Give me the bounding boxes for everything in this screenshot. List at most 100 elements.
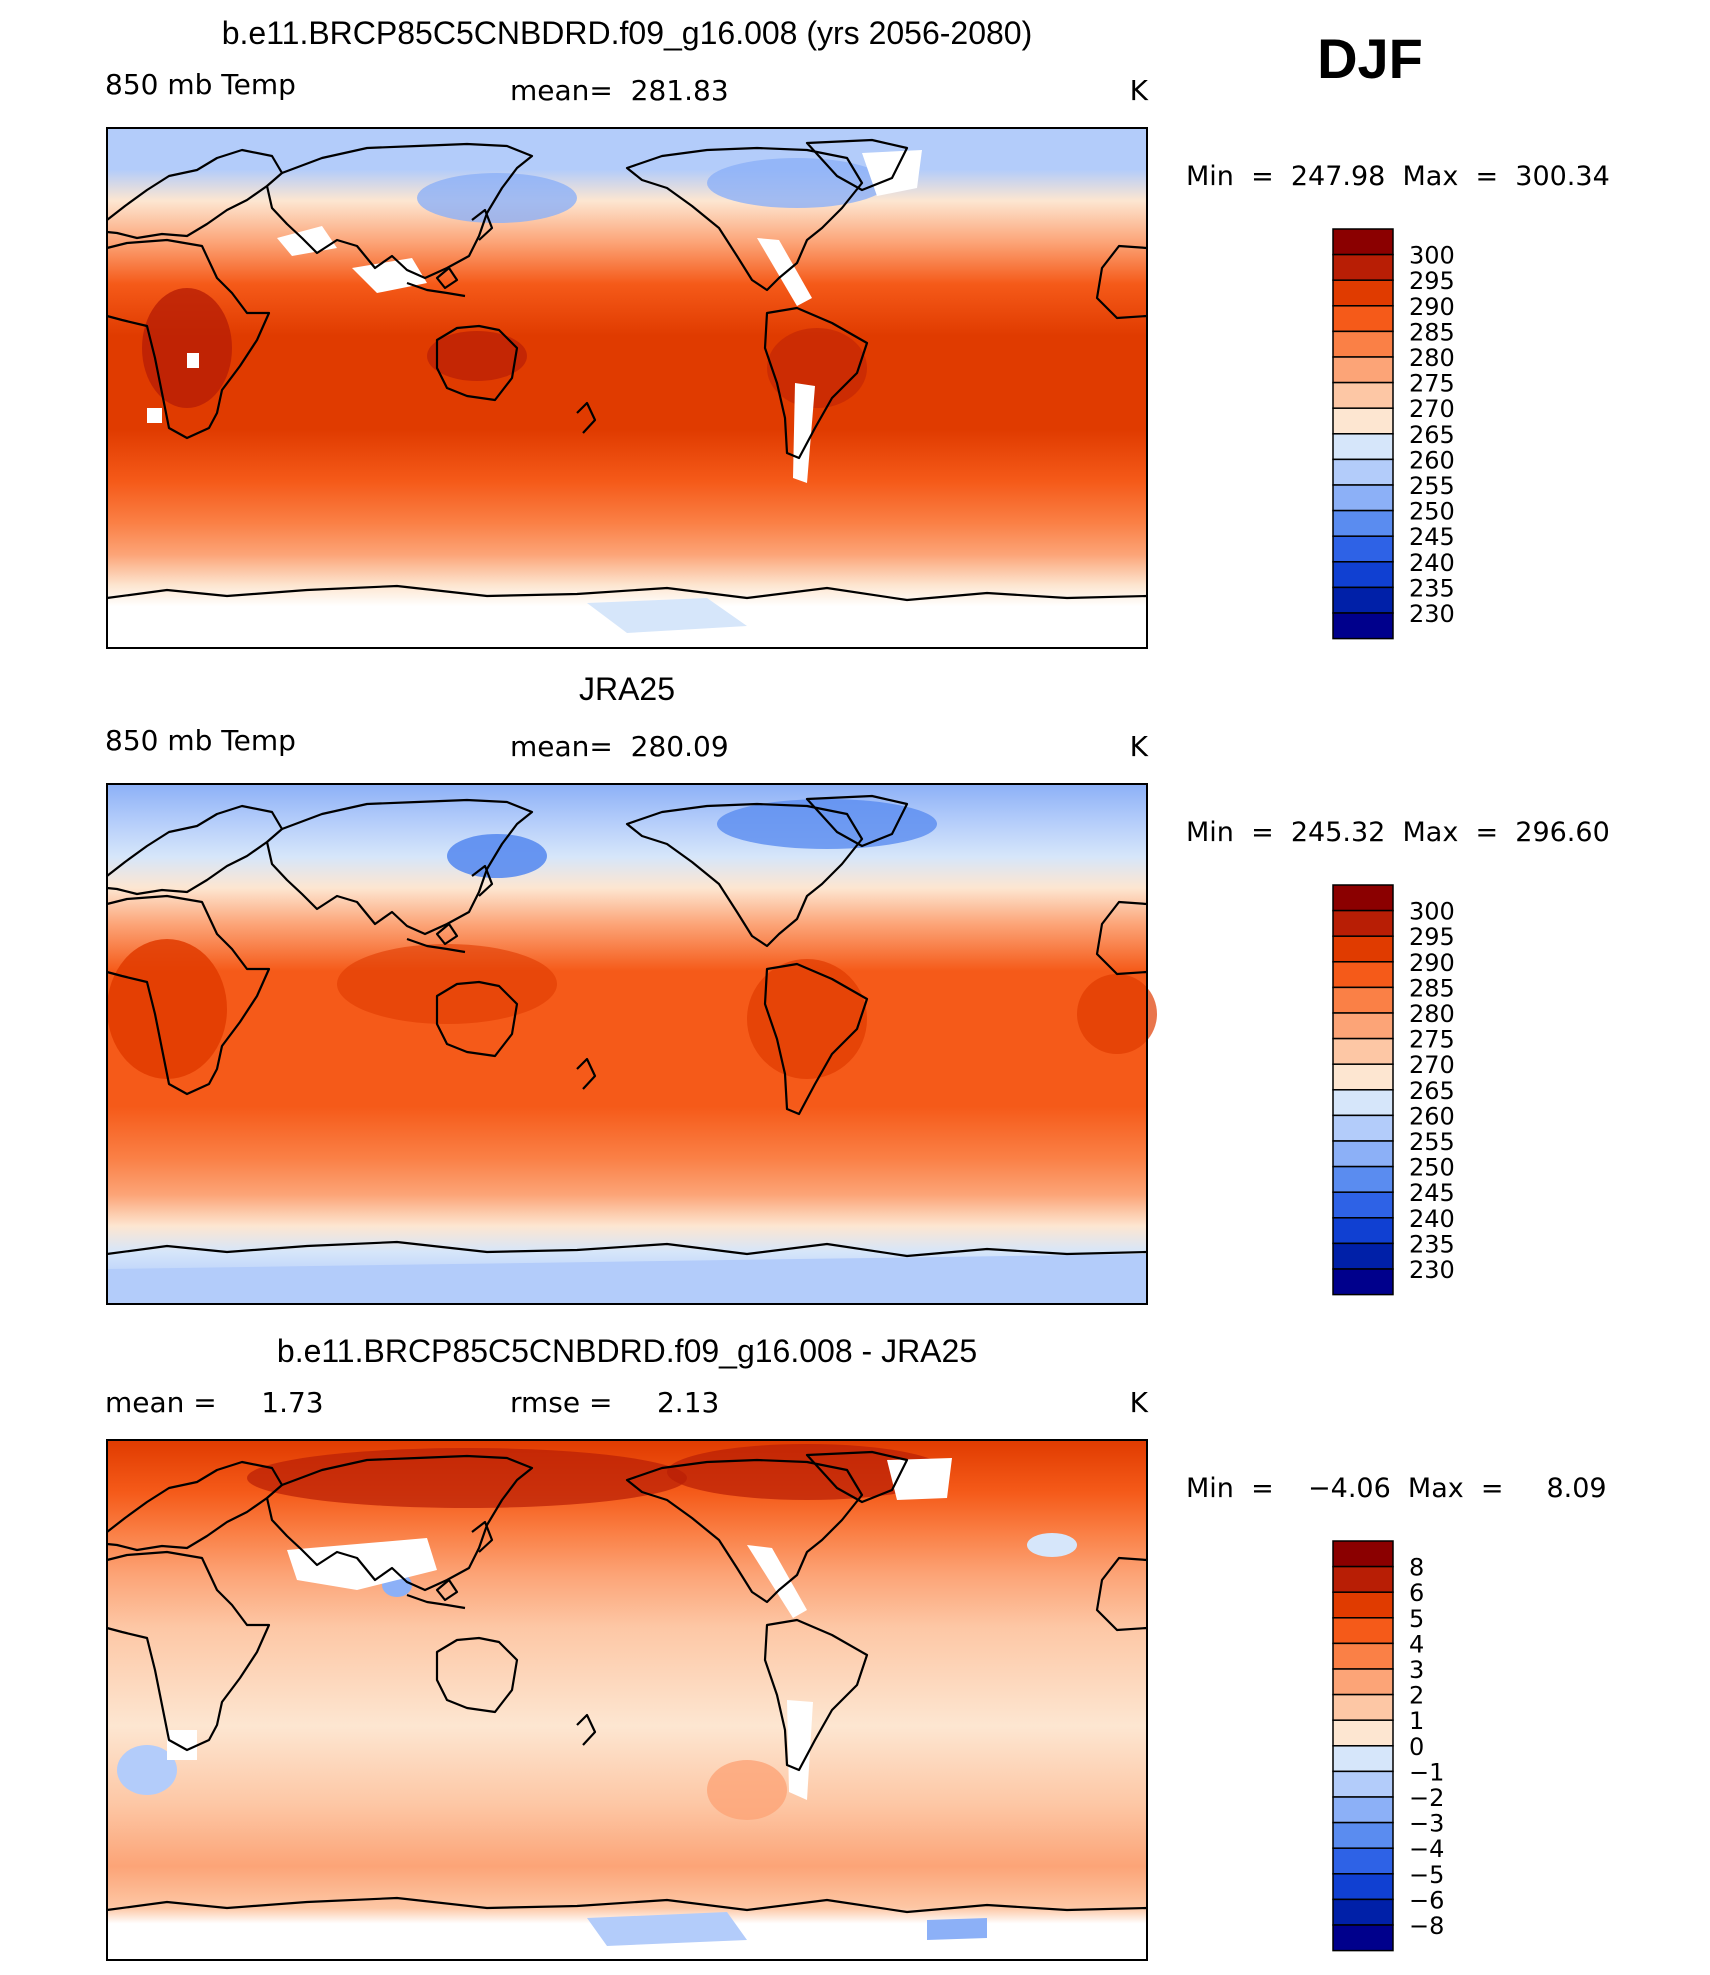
- colorbar-swatch: [1332, 1140, 1394, 1168]
- colorbar-tick-label: 1: [1409, 1707, 1424, 1735]
- colorbar-tick-label: 245: [1409, 1179, 1455, 1207]
- colorbar-swatch: [1332, 1242, 1394, 1270]
- panel1-center-label: mean= 281.83: [510, 74, 729, 107]
- panel3-minmax: Min = −4.06 Max = 8.09: [1186, 1473, 1607, 1504]
- colorbar-tick-label: 245: [1409, 523, 1455, 551]
- panel2-map-frame: [106, 783, 1148, 1305]
- colorbar-swatch: [1332, 458, 1394, 486]
- panel2-map: [105, 783, 1157, 1305]
- colorbar-tick-label: 295: [1409, 267, 1455, 295]
- colorbar-swatch: [1332, 535, 1394, 563]
- colorbar-tick-label: 255: [1409, 472, 1455, 500]
- colorbar-swatch: [1332, 330, 1394, 358]
- colorbar-swatch: [1332, 1617, 1394, 1645]
- panel3-title: b.e11.BRCP85C5CNBDRD.f09_g16.008 - JRA25: [277, 1333, 977, 1369]
- panel2-map-highlights: [107, 799, 1157, 1304]
- colorbar-swatch: [1332, 612, 1394, 640]
- colorbar-swatch: [1332, 433, 1394, 461]
- colorbar-tick-label: 285: [1409, 318, 1455, 346]
- colorbar-swatch: [1332, 1898, 1394, 1926]
- colorbar-swatch: [1332, 1642, 1394, 1670]
- colorbar-swatch: [1332, 1114, 1394, 1142]
- panel3-map: [105, 1439, 1149, 1961]
- colorbar-tick-label: 250: [1409, 498, 1455, 526]
- colorbar-tick-label: 300: [1409, 898, 1455, 926]
- colorbar-swatch: [1332, 228, 1394, 256]
- panel1-map-field: [107, 128, 1147, 648]
- colorbar-swatch: [1332, 253, 1394, 281]
- panel2-title: JRA25: [579, 671, 675, 707]
- colorbar-swatch: [1332, 986, 1394, 1014]
- colorbar-swatch: [1332, 1037, 1394, 1065]
- panel3-map-field: [107, 1440, 1147, 1960]
- colorbar-tick-label: −3: [1409, 1810, 1444, 1838]
- colorbar-tick-label: −4: [1409, 1835, 1444, 1863]
- colorbar-tick-label: 290: [1409, 949, 1455, 977]
- panel2-map-field: [107, 784, 1147, 1304]
- colorbar-tick-label: 295: [1409, 923, 1455, 951]
- colorbar-swatch: [1332, 356, 1394, 384]
- colorbar-tick-label: 2: [1409, 1682, 1424, 1710]
- colorbar-tick-label: 4: [1409, 1630, 1424, 1658]
- colorbar-tick-label: 230: [1409, 600, 1455, 628]
- colorbar-tick-label: 250: [1409, 1154, 1455, 1182]
- colorbar-tick-label: −5: [1409, 1861, 1444, 1889]
- colorbar-swatch: [1332, 1217, 1394, 1245]
- colorbar-swatch: [1332, 484, 1394, 512]
- colorbar-swatch: [1332, 586, 1394, 614]
- colorbar-tick-label: 260: [1409, 1102, 1455, 1130]
- colorbar-tick-label: 8: [1409, 1554, 1424, 1582]
- colorbar-swatch: [1332, 279, 1394, 307]
- colorbar-swatch: [1332, 1540, 1394, 1568]
- colorbar-swatch: [1332, 909, 1394, 937]
- panel3-center-label: rmse = 2.13: [510, 1386, 719, 1419]
- colorbar-swatch: [1332, 961, 1394, 989]
- colorbar-swatch: [1332, 935, 1394, 963]
- colorbar-tick-label: 270: [1409, 1051, 1455, 1079]
- colorbar-swatch: [1332, 1693, 1394, 1721]
- colorbar-tick-label: 300: [1409, 242, 1455, 270]
- colorbar-swatch: [1332, 1268, 1394, 1296]
- panel2-center-label: mean= 280.09: [510, 730, 729, 763]
- panel1-title: b.e11.BRCP85C5CNBDRD.f09_g16.008 (yrs 20…: [222, 15, 1033, 51]
- colorbar-swatch: [1332, 1668, 1394, 1696]
- panel2-minmax: Min = 245.32 Max = 296.60: [1186, 817, 1610, 848]
- colorbar-panel1: 3002952902852802752702652602552502452402…: [1332, 228, 1455, 640]
- panel3-map-frame: [106, 1439, 1148, 1961]
- colorbar-tick-label: 235: [1409, 574, 1455, 602]
- panel3-units: K: [1130, 1386, 1149, 1419]
- colorbar-tick-label: 255: [1409, 1128, 1455, 1156]
- colorbars: 3002952902852802752702652602552502452402…: [1332, 228, 1455, 1952]
- colorbar-swatch: [1332, 1719, 1394, 1747]
- colorbar-swatch: [1332, 1565, 1394, 1593]
- panel2-units: K: [1130, 730, 1149, 763]
- colorbar-swatch: [1332, 1165, 1394, 1193]
- colorbar-tick-label: 240: [1409, 549, 1455, 577]
- colorbar-tick-label: 275: [1409, 370, 1455, 398]
- colorbar-tick-label: 235: [1409, 1230, 1455, 1258]
- colorbar-tick-label: 260: [1409, 446, 1455, 474]
- colorbar-swatch: [1332, 1847, 1394, 1875]
- colorbar-tick-label: 0: [1409, 1733, 1424, 1761]
- colorbar-tick-label: 265: [1409, 1077, 1455, 1105]
- panel1-minmax: Min = 247.98 Max = 300.34: [1186, 161, 1610, 192]
- colorbar-tick-label: 5: [1409, 1605, 1424, 1633]
- colorbar-swatch: [1332, 407, 1394, 435]
- colorbar-swatch: [1332, 1924, 1394, 1952]
- colorbar-tick-label: 285: [1409, 974, 1455, 1002]
- colorbar-swatch: [1332, 1873, 1394, 1901]
- panel3-left-label: mean = 1.73: [105, 1386, 324, 1419]
- panel1-left-label: 850 mb Temp: [105, 68, 296, 101]
- colorbar-tick-label: 280: [1409, 1000, 1455, 1028]
- colorbar-swatch: [1332, 1821, 1394, 1849]
- colorbar-swatch: [1332, 1063, 1394, 1091]
- colorbar-tick-label: 6: [1409, 1579, 1424, 1607]
- panel1-units: K: [1130, 74, 1149, 107]
- colorbar-tick-label: −8: [1409, 1912, 1444, 1940]
- colorbar-swatch: [1332, 1770, 1394, 1798]
- colorbar-swatch: [1332, 1796, 1394, 1824]
- colorbar-swatch: [1332, 1591, 1394, 1619]
- panel2-left-label: 850 mb Temp: [105, 724, 296, 757]
- colorbar-swatch: [1332, 305, 1394, 333]
- colorbar-tick-label: −2: [1409, 1784, 1444, 1812]
